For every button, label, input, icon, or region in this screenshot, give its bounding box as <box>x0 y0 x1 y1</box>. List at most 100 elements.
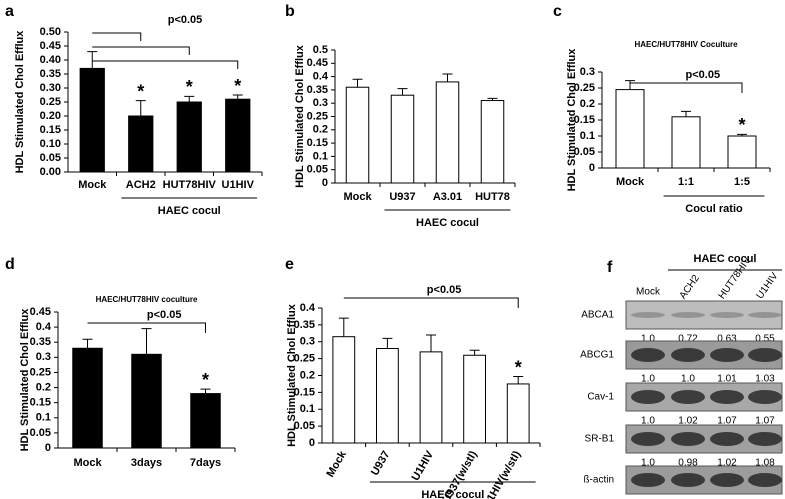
y-tick-label: 0.15 <box>40 124 61 136</box>
blot-band <box>671 390 705 404</box>
y-tick-label: 0.35 <box>30 336 51 348</box>
band-value: 1.0 <box>641 374 655 385</box>
y-axis-title: HDL Stimulated Chol Efflux <box>19 308 31 452</box>
band-value: 0.98 <box>678 458 698 469</box>
significance-marker: * <box>186 77 193 97</box>
significance-bracket <box>87 322 206 333</box>
blot-band <box>710 312 744 318</box>
significance-marker: * <box>515 357 522 377</box>
column-label: U1HIV <box>755 271 781 302</box>
y-tick-label: 0.2 <box>313 124 328 136</box>
bar <box>128 115 154 173</box>
band-value: 1.0 <box>641 458 655 469</box>
bar <box>72 347 103 449</box>
group-label: HAEC cocul <box>158 205 221 217</box>
y-axis-title: HDL Stimulated Chol Efflux <box>294 44 306 188</box>
error-bar <box>513 376 524 384</box>
significance-bracket <box>92 60 239 69</box>
significance-label: p<0.05 <box>427 284 462 296</box>
y-tick-label: 0.35 <box>307 84 328 96</box>
band-value: 0.63 <box>717 334 737 345</box>
x-tick-label: U1HIV(w/stl) <box>481 449 524 499</box>
group-label: HAEC cocul <box>421 489 484 499</box>
y-tick-label: 0.45 <box>307 57 328 69</box>
panel-label: c <box>553 3 562 20</box>
y-tick-label: 0 <box>309 437 315 449</box>
bar <box>190 393 221 449</box>
y-tick-label: 0.25 <box>574 82 595 94</box>
blot-band <box>710 432 744 446</box>
error-bar <box>469 349 480 356</box>
y-axis-title: HDL Stimulated Chol Efflux <box>286 303 298 447</box>
blot-band <box>748 312 782 318</box>
blot-band <box>671 312 705 318</box>
y-tick-label: 0.4 <box>36 321 52 333</box>
x-tick-label: HUT78 <box>475 191 510 203</box>
group-label: HAEC cocul <box>694 253 757 265</box>
error-bar <box>625 80 635 90</box>
y-tick-label: 0 <box>45 442 51 454</box>
y-tick-label: 0.5 <box>313 44 328 56</box>
bar <box>727 135 757 169</box>
bar <box>225 98 251 173</box>
error-bar <box>135 100 146 116</box>
x-tick-label: Mock <box>78 179 107 191</box>
y-tick-label: 0.25 <box>307 110 328 122</box>
bar <box>480 100 505 184</box>
band-value: 1.0 <box>641 416 655 427</box>
y-tick-label: 0.15 <box>307 137 328 149</box>
x-tick-label: 3days <box>131 457 162 469</box>
group-label: HAEC cocul <box>416 217 479 229</box>
band-value: 1.01 <box>717 374 737 385</box>
y-tick-label: 0.50 <box>40 26 61 38</box>
blot-band <box>748 473 782 487</box>
significance-label: p<0.05 <box>147 309 182 321</box>
y-tick-label: 0.35 <box>294 319 315 331</box>
band-value: 0.55 <box>755 334 775 345</box>
x-tick-label: Mock <box>73 457 102 469</box>
blot-band <box>671 348 705 362</box>
y-tick-label: 0.4 <box>300 302 316 314</box>
bar <box>131 353 162 449</box>
blot-band <box>710 348 744 362</box>
bar <box>435 81 460 184</box>
band-value: 1.07 <box>717 416 737 427</box>
significance-label: p<0.05 <box>168 14 203 26</box>
x-tick-label: ACH2 <box>126 179 156 191</box>
significance-bracket <box>92 32 142 41</box>
y-tick-label: 0.45 <box>30 306 51 318</box>
x-tick-label: 7days <box>190 457 221 469</box>
error-bar <box>87 51 98 69</box>
blot-band <box>748 390 782 404</box>
x-tick-label: Mock <box>616 176 645 188</box>
bar <box>376 348 399 444</box>
bar <box>419 351 443 444</box>
y-tick-label: 0.05 <box>574 146 595 158</box>
error-bar <box>397 88 408 96</box>
y-tick-label: 0.15 <box>294 386 315 398</box>
y-tick-label: 0 <box>589 162 595 174</box>
x-tick-label: U937 <box>369 449 393 478</box>
column-label: ACH2 <box>678 273 703 302</box>
x-tick-label: Mock <box>324 448 349 479</box>
x-tick-label: U937 <box>389 191 415 203</box>
y-tick-label: 0.45 <box>40 40 61 52</box>
band-value: 1.0 <box>641 334 655 345</box>
column-label: Mock <box>636 287 661 298</box>
error-bar <box>382 337 393 349</box>
error-bar <box>141 328 152 355</box>
blot-band <box>748 432 782 446</box>
error-bar <box>338 317 349 337</box>
group-label: Cocul ratio <box>685 203 743 215</box>
y-tick-label: 0.15 <box>574 114 595 126</box>
blot-band <box>710 390 744 404</box>
row-label: SR-B1 <box>585 434 615 445</box>
x-tick-label: Mock <box>343 191 372 203</box>
y-tick-label: 0.25 <box>30 366 51 378</box>
y-tick-label: 0.4 <box>313 71 329 83</box>
x-tick-label: U1HIV <box>222 179 255 191</box>
y-tick-label: 0.25 <box>40 96 61 108</box>
chart-title: HAEC/HUT78HIV Coculture <box>634 40 738 49</box>
y-tick-label: 0.05 <box>307 164 328 176</box>
